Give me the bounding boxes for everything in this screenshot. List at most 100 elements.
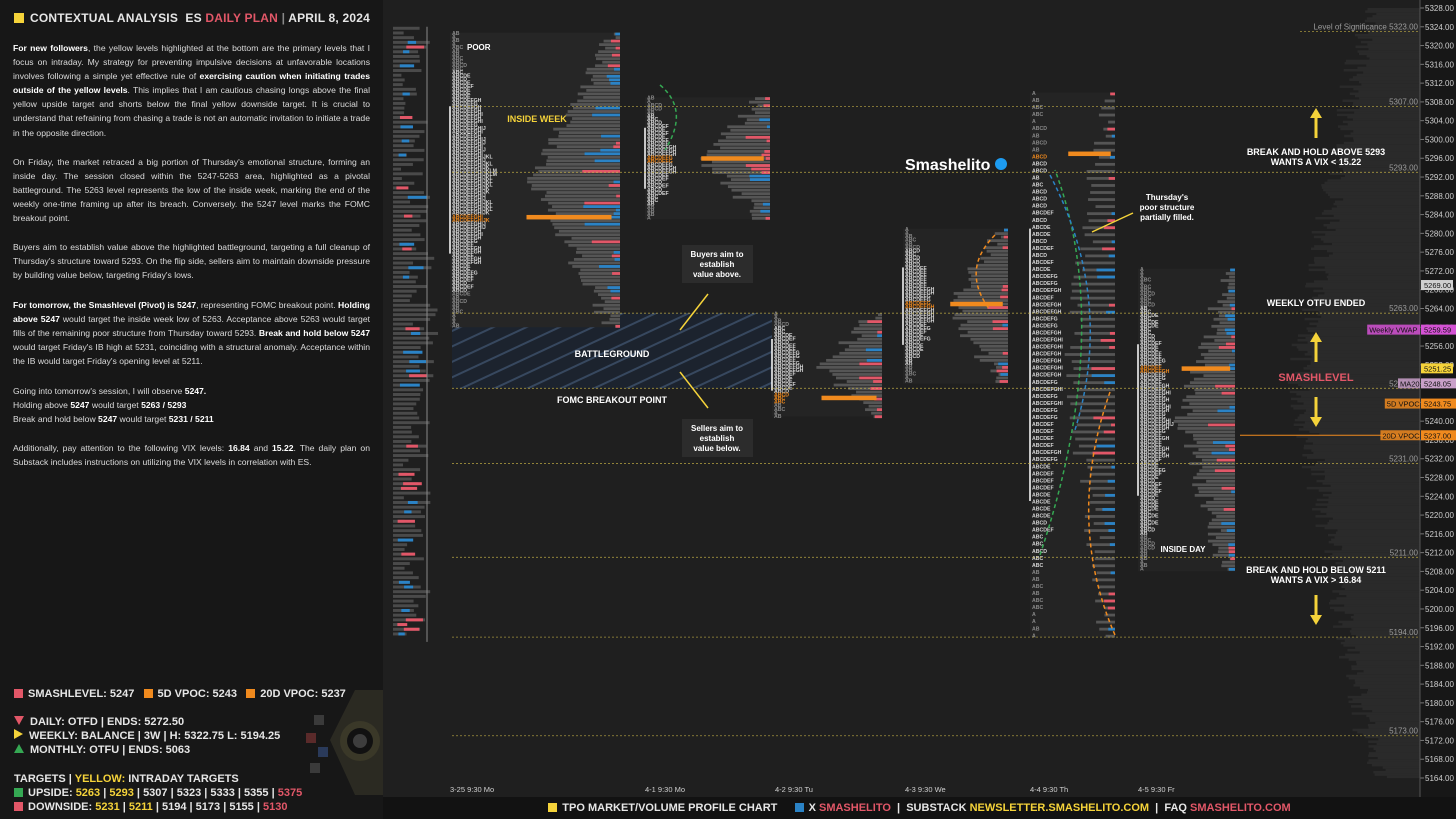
volume-bar bbox=[1225, 272, 1235, 275]
orange-square-icon bbox=[143, 689, 153, 698]
axis-tick-label: 5212.00 bbox=[1425, 549, 1454, 558]
tpo-letters: ABCDEF bbox=[452, 84, 474, 90]
volume-bar bbox=[1088, 219, 1115, 223]
volume-bar bbox=[1177, 427, 1235, 430]
volume-profile-bar bbox=[1334, 536, 1420, 539]
tpo-letters: ABCDEFG bbox=[1140, 411, 1166, 417]
volume-profile-bar bbox=[1339, 219, 1420, 222]
tpo-letters: A bbox=[905, 375, 909, 381]
volume-profile-bar bbox=[1327, 505, 1420, 509]
volume-bar bbox=[592, 74, 620, 78]
volume-profile-bar bbox=[1368, 745, 1420, 748]
delta-bar bbox=[1231, 490, 1235, 494]
delta-bar bbox=[1109, 543, 1115, 547]
delta-bar bbox=[764, 150, 770, 153]
volume-bar bbox=[846, 380, 882, 383]
delta-bar bbox=[1003, 235, 1008, 239]
volume-bar bbox=[839, 351, 882, 355]
volume-bar bbox=[861, 334, 882, 338]
tpo-letters: AB bbox=[1032, 626, 1040, 632]
volume-profile-bar bbox=[1369, 719, 1420, 722]
volume-bar bbox=[1073, 275, 1115, 279]
delta-bar bbox=[1097, 275, 1115, 279]
tpo-letters: ABCDEFGHI bbox=[452, 232, 483, 238]
tpo-letters: ABCDEFGHIJK bbox=[452, 211, 490, 217]
volume-profile-bar bbox=[1351, 667, 1420, 671]
volume-profile-bar bbox=[1312, 442, 1420, 445]
delta-bar bbox=[1002, 351, 1008, 355]
volume-bar bbox=[707, 150, 770, 153]
volume-bar bbox=[1192, 409, 1235, 413]
footer-handle-link[interactable]: SMASHELITO bbox=[818, 802, 891, 814]
volume-bar bbox=[585, 71, 620, 75]
up-arrow-icon-head bbox=[1310, 332, 1322, 342]
volume-bar bbox=[726, 174, 770, 178]
tpo-letters: ABCDEF bbox=[774, 347, 796, 353]
composite-profile-bar bbox=[393, 223, 420, 227]
composite-profile-bar bbox=[393, 167, 402, 171]
tpo-letters: ABCDEFGH bbox=[1032, 302, 1062, 308]
down-arrow-icon-head bbox=[1310, 417, 1322, 427]
anno-smashlevel: SMASHLEVEL bbox=[1278, 372, 1353, 384]
composite-profile-bar bbox=[393, 238, 425, 242]
tpo-letters: ABC bbox=[1140, 327, 1151, 333]
composite-volume-bar bbox=[403, 350, 423, 354]
composite-volume-bar bbox=[397, 538, 414, 542]
footer-faq-link[interactable]: SMASHELITO.COM bbox=[1190, 802, 1291, 814]
volume-profile-bar bbox=[1336, 144, 1420, 147]
volume-profile-bar bbox=[1353, 101, 1420, 105]
composite-profile-bar bbox=[393, 205, 429, 209]
composite-profile-bar bbox=[393, 252, 429, 256]
volume-bar bbox=[1181, 405, 1235, 409]
anno-inside-week: INSIDE WEEK bbox=[507, 114, 567, 124]
delta-bar bbox=[1000, 373, 1008, 376]
legend-weekly-text: WEEKLY: BALANCE | 3W | H: 5322.75 L: 519… bbox=[29, 730, 281, 742]
tpo-letters: ABC bbox=[452, 70, 463, 76]
composite-profile-bar bbox=[393, 397, 420, 401]
tpo-letters: ABCDE bbox=[452, 80, 471, 86]
vix-below-l2: WANTS A VIX > 16.84 bbox=[1271, 575, 1362, 585]
volume-profile-bar bbox=[1291, 343, 1420, 347]
volume-bar bbox=[871, 411, 882, 415]
p4-bold-a: For tomorrow, the Smashlevel (Pivot) is … bbox=[13, 300, 197, 310]
tpo-letters: ABCDEFGH bbox=[905, 308, 935, 314]
tpo-letters: ABCDEFG bbox=[452, 123, 478, 129]
downside-y2: 5211 bbox=[128, 801, 153, 813]
level-label: 5231.00 bbox=[1389, 454, 1418, 463]
composite-volume-bar bbox=[406, 444, 418, 448]
tpo-letters: ABCD bbox=[905, 245, 920, 251]
volume-bar bbox=[609, 317, 620, 321]
composite-volume-bar bbox=[401, 552, 416, 556]
composite-volume-bar bbox=[411, 331, 421, 335]
delta-bar bbox=[1228, 567, 1235, 571]
tpo-letters: ABCDEFG bbox=[1032, 415, 1058, 421]
tpo-letters: ABCD bbox=[1032, 253, 1047, 259]
delta-bar bbox=[582, 169, 620, 173]
delta-bar bbox=[584, 201, 620, 205]
tpo-letters: AB bbox=[452, 31, 460, 37]
composite-profile-bar bbox=[393, 557, 424, 561]
volume-bar bbox=[838, 341, 882, 345]
volume-profile-bar bbox=[1368, 740, 1420, 743]
p5-l3a: Break and hold below bbox=[13, 414, 99, 425]
tpo-letters: ABCDEF bbox=[647, 138, 669, 144]
volume-profile-bar bbox=[1332, 517, 1420, 520]
volume-profile-bar bbox=[1327, 179, 1420, 182]
volume-bar bbox=[960, 323, 1008, 327]
volume-profile-bar bbox=[1359, 686, 1420, 689]
p5-l1b: 5247. bbox=[184, 386, 207, 396]
volume-profile-bar bbox=[1293, 407, 1420, 410]
volume-profile-bar bbox=[1287, 381, 1420, 384]
delta-bar bbox=[1231, 349, 1235, 353]
volume-bar bbox=[967, 267, 1008, 271]
delta-bar bbox=[1221, 391, 1235, 395]
tpo-letters: ABCDEFG bbox=[1140, 429, 1166, 435]
footer-newsletter-link[interactable]: NEWSLETTER.SMASHELITO.COM bbox=[969, 802, 1150, 814]
volume-bar bbox=[1077, 388, 1115, 392]
volume-profile-bar bbox=[1344, 134, 1420, 138]
delta-bar bbox=[1002, 323, 1008, 327]
volume-profile-bar bbox=[1317, 313, 1420, 316]
tpo-letters: ABCD bbox=[452, 281, 467, 287]
delta-bar bbox=[614, 67, 620, 71]
axis-tick-label: 5176.00 bbox=[1425, 718, 1454, 727]
